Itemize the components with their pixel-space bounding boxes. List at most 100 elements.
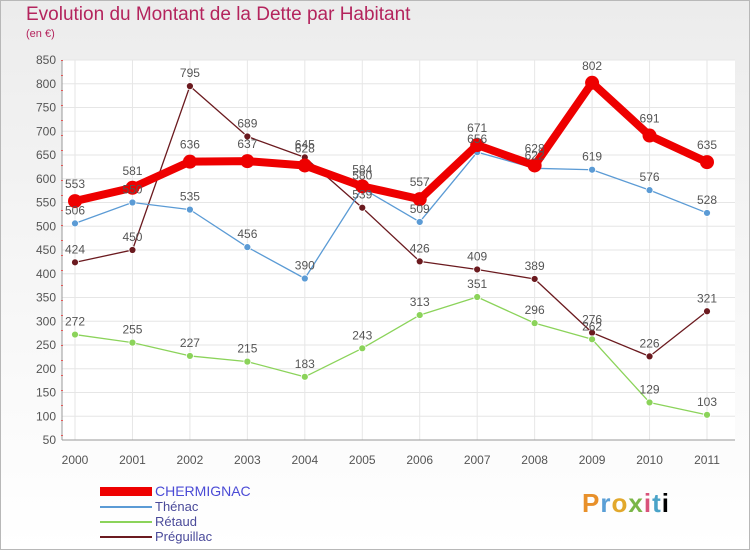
data-point-retaud xyxy=(530,319,539,328)
data-label-chermignac: 635 xyxy=(697,138,717,152)
data-label-chermignac: 637 xyxy=(237,137,257,151)
data-label-retaud: 351 xyxy=(467,277,487,291)
series-line-chermignac xyxy=(71,78,711,206)
data-label-retaud: 183 xyxy=(295,357,315,371)
data-point-retaud xyxy=(300,372,309,381)
data-point-thenac xyxy=(300,274,309,283)
legend-swatch xyxy=(100,506,152,508)
legend-swatch xyxy=(100,536,152,538)
data-point-chermignac xyxy=(240,154,255,169)
data-point-retaud xyxy=(243,357,252,366)
data-point-preguillac xyxy=(473,265,482,274)
legend-label: CHERMIGNAC xyxy=(155,483,251,499)
data-point-chermignac xyxy=(642,128,657,143)
legend-label: Préguillac xyxy=(155,529,213,544)
data-label-preguillac: 321 xyxy=(697,291,717,305)
y-tick-label: 600 xyxy=(36,172,56,186)
data-label-chermignac: 581 xyxy=(122,164,142,178)
data-label-thenac: 390 xyxy=(295,259,315,273)
data-label-chermignac: 557 xyxy=(410,175,430,189)
data-point-preguillac xyxy=(186,82,194,91)
data-label-retaud: 272 xyxy=(65,315,85,329)
data-label-retaud: 129 xyxy=(640,382,660,396)
data-label-preguillac: 450 xyxy=(122,230,142,244)
data-label-thenac: 576 xyxy=(640,170,660,184)
x-tick-label: 2011 xyxy=(694,453,720,467)
x-tick-label: 2009 xyxy=(579,453,606,467)
chart-title: Evolution du Montant de la Dette par Hab… xyxy=(26,4,411,25)
y-tick-label: 650 xyxy=(36,148,56,162)
x-tick-label: 2007 xyxy=(464,453,491,467)
x-tick-label: 2003 xyxy=(234,453,261,467)
data-label-chermignac: 553 xyxy=(65,177,85,191)
x-tick-label: 2008 xyxy=(521,453,548,467)
data-label-chermignac: 628 xyxy=(525,141,545,155)
y-tick-label: 850 xyxy=(36,53,56,67)
data-label-thenac: 550 xyxy=(122,183,142,197)
data-label-thenac: 580 xyxy=(352,168,372,182)
data-label-thenac: 506 xyxy=(65,203,85,217)
data-point-thenac xyxy=(128,198,137,207)
y-tick-label: 100 xyxy=(36,409,56,423)
x-tick-label: 2006 xyxy=(406,453,433,467)
data-label-preguillac: 226 xyxy=(640,336,660,350)
y-tick-label: 300 xyxy=(36,314,56,328)
data-point-thenac xyxy=(645,186,654,195)
brand-letter: i xyxy=(661,488,670,518)
y-tick-label: 400 xyxy=(36,267,56,281)
y-tick-label: 500 xyxy=(36,219,56,233)
data-point-chermignac xyxy=(527,158,542,173)
data-point-chermignac xyxy=(68,194,82,209)
data-point-preguillac xyxy=(530,275,539,283)
data-point-retaud xyxy=(71,330,79,339)
data-label-thenac: 509 xyxy=(410,202,430,216)
brand-letter: o xyxy=(611,488,629,518)
data-label-retaud: 215 xyxy=(237,342,257,356)
brand-letter: t xyxy=(652,488,662,518)
data-point-chermignac xyxy=(412,192,427,207)
brand-letter: i xyxy=(643,488,653,518)
data-point-preguillac xyxy=(71,258,79,267)
data-point-retaud xyxy=(415,311,424,319)
brand-logo: Proxiti xyxy=(582,488,670,519)
data-point-thenac xyxy=(243,243,252,252)
data-point-retaud xyxy=(128,338,137,347)
data-label-preguillac: 389 xyxy=(525,259,545,273)
data-label-thenac: 528 xyxy=(697,193,717,207)
data-point-retaud xyxy=(645,398,654,407)
x-tick-label: 2000 xyxy=(62,453,89,467)
y-tick-label: 700 xyxy=(36,124,56,138)
data-point-chermignac xyxy=(355,179,370,194)
data-point-preguillac xyxy=(703,307,711,316)
data-point-retaud xyxy=(358,344,367,353)
data-point-chermignac xyxy=(700,155,714,170)
x-tick-label: 2004 xyxy=(291,453,318,467)
data-label-preguillac: 689 xyxy=(237,116,257,130)
x-tick-label: 2005 xyxy=(349,453,376,467)
data-label-retaud: 313 xyxy=(410,295,430,309)
y-tick-label: 450 xyxy=(36,243,56,257)
series-line-preguillac xyxy=(74,85,708,358)
y-tick-label: 800 xyxy=(36,77,56,91)
data-label-retaud: 255 xyxy=(122,323,142,337)
y-tick-label: 550 xyxy=(36,196,56,210)
data-label-chermignac: 671 xyxy=(467,121,487,135)
chart-unit: (en €) xyxy=(26,28,55,40)
data-point-retaud xyxy=(588,335,596,344)
data-label-thenac: 656 xyxy=(467,132,487,146)
y-tick-label: 50 xyxy=(43,433,57,447)
legend-swatch xyxy=(100,487,152,496)
x-tick-label: 2002 xyxy=(177,453,204,467)
data-label-preguillac: 409 xyxy=(467,249,487,263)
data-label-thenac: 622 xyxy=(525,148,545,162)
data-point-preguillac xyxy=(243,132,252,141)
data-point-thenac xyxy=(703,209,711,217)
y-tick-label: 200 xyxy=(36,362,56,376)
data-label-retaud: 243 xyxy=(352,328,372,342)
data-label-retaud: 296 xyxy=(525,303,545,317)
brand-letter: x xyxy=(628,488,644,518)
data-label-chermignac: 628 xyxy=(295,141,315,155)
data-point-thenac xyxy=(415,218,424,226)
brand-letter: r xyxy=(600,488,612,518)
data-point-preguillac xyxy=(128,246,137,254)
